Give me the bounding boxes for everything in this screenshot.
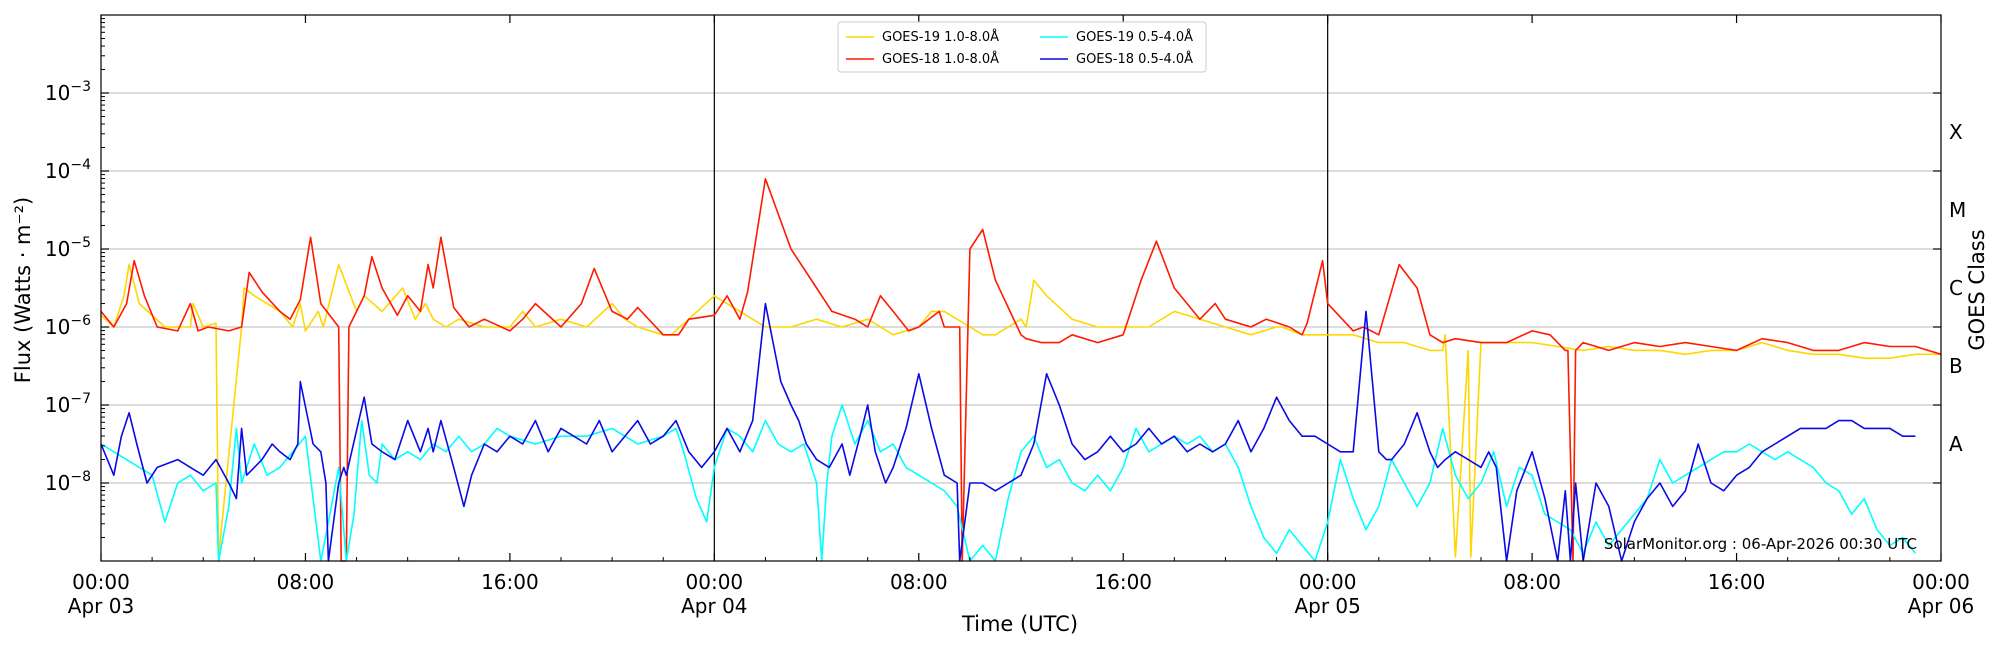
x-tick-label-time-4: 08:00 [890, 570, 948, 594]
goes-class-label-a: A [1949, 432, 1963, 456]
legend-box [837, 21, 1207, 73]
series-line-2 [100, 404, 1917, 562]
goes-class-label-b: B [1949, 354, 1963, 378]
legend-label-goes19-long: GOES-19 1.0-8.0Å [882, 29, 999, 45]
x-tick-label-time-3: 00:00 [686, 570, 744, 594]
goes-class-label-m: M [1949, 198, 1966, 222]
x-tick-label-time-0: 00:00 [72, 570, 130, 594]
x-tick-label-time-8: 16:00 [1708, 570, 1766, 594]
y-tick-label-2: 10−6 [45, 313, 91, 339]
y-axis-title: Flux (Watts · m⁻²) [11, 197, 35, 383]
series-line-1 [100, 178, 1942, 562]
x-tick-label-time-5: 16:00 [1094, 570, 1152, 594]
series-layer [100, 178, 1942, 562]
legend-label-goes18-short: GOES-18 0.5-4.0Å [1076, 51, 1193, 67]
y-tick-label-1: 10−7 [45, 391, 91, 417]
grid-layer [101, 15, 1941, 561]
y-tick-label-0: 10−8 [45, 469, 91, 495]
x-tick-label-time-7: 08:00 [1503, 570, 1561, 594]
x-tick-label-date-9: Apr 06 [1908, 594, 1974, 618]
y-tick-label-4: 10−4 [45, 157, 91, 183]
x-tick-label-time-1: 08:00 [277, 570, 335, 594]
x-tick-label-date-6: Apr 05 [1294, 594, 1360, 618]
x-tick-label-time-9: 00:00 [1912, 570, 1970, 594]
legend-label-goes18-long: GOES-18 1.0-8.0Å [882, 51, 999, 67]
y-tick-label-3: 10−5 [45, 235, 91, 261]
credit-text: SolarMonitor.org : 06-Apr-2026 00:30 UTC [1604, 535, 1917, 553]
goes-class-label-c: C [1949, 276, 1963, 300]
series-line-0 [100, 263, 1941, 558]
y-tick-label-5: 10−3 [45, 79, 91, 105]
x-axis-title: Time (UTC) [961, 612, 1078, 636]
legend-label-goes19-short: GOES-19 0.5-4.0Å [1076, 29, 1193, 45]
legend: GOES-19 1.0-8.0Å GOES-18 1.0-8.0Å GOES-1… [837, 21, 1207, 73]
goes-class-axis-title: GOES Class [1965, 229, 1989, 350]
x-tick-label-time-2: 16:00 [481, 570, 539, 594]
x-tick-label-date-0: Apr 03 [68, 594, 134, 618]
x-tick-label-time-6: 00:00 [1299, 570, 1357, 594]
series-line-3 [100, 302, 1916, 562]
goes-class-label-x: X [1949, 120, 1963, 144]
x-tick-label-date-3: Apr 04 [681, 594, 747, 618]
